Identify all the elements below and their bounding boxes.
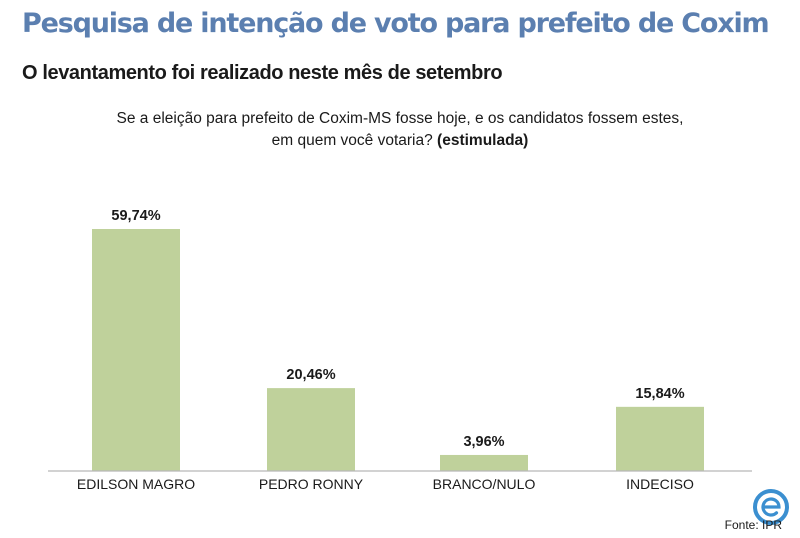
e-logo-icon — [753, 489, 789, 525]
source-label: Fonte: IPR — [724, 518, 782, 532]
category-label-4: INDECISO — [626, 476, 694, 492]
bar-2 — [267, 388, 355, 471]
question-type-label: (estimulada) — [437, 132, 529, 149]
category-label-3: BRANCO/NULO — [433, 476, 536, 492]
question-line-2-text: em quem você votaria? — [271, 132, 438, 149]
bar-4 — [616, 406, 704, 471]
question-line-1: Se a eleição para prefeito de Coxim-MS f… — [116, 110, 684, 127]
value-label-1: 59,74% — [111, 208, 160, 224]
bar-1 — [92, 229, 180, 471]
question-line-2: em quem você votaria? (estimulada) — [0, 130, 800, 152]
labels-layer: 59,74% EDILSON MAGRO 20,46% PEDRO RONNY 3,96… — [77, 208, 694, 492]
survey-question: Se a eleição para prefeito de Coxim-MS f… — [0, 108, 800, 152]
value-label-4: 15,84% — [635, 386, 684, 402]
page-subtitle: O levantamento foi realizado neste mês d… — [22, 62, 503, 84]
bar-3 — [440, 454, 528, 471]
value-label-2: 20,46% — [286, 367, 335, 383]
category-label-1: EDILSON MAGRO — [77, 476, 195, 492]
page-title: Pesquisa de intenção de voto para prefei… — [22, 8, 770, 39]
value-label-3: 3,96% — [463, 434, 504, 450]
bars-layer — [92, 229, 704, 471]
category-label-2: PEDRO RONNY — [259, 476, 364, 492]
